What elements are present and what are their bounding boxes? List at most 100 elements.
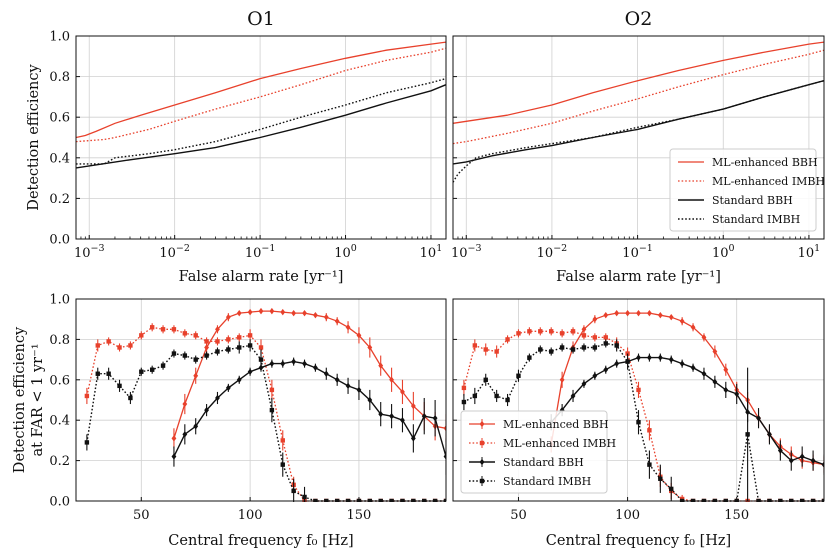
panel-top-left: 10−3 10−2 10−1 100 101 0.0 0.2 0.4 0.6 0.8 1.0 Fals… [26, 8, 447, 285]
data-point-square [128, 395, 133, 401]
data-point-diamond [193, 372, 199, 379]
data-point-square [538, 347, 543, 352]
data-point-square [345, 498, 351, 502]
panel-bottom-left: 50 100 150 0.0 0.2 0.4 0.6 0.8 1.0 Central freque… [12, 293, 447, 549]
data-point-diamond [269, 360, 275, 367]
data-point-diamond [204, 406, 209, 414]
data-point-square [139, 333, 144, 338]
series-line-standard-imbh [453, 80, 824, 183]
data-point-diamond [367, 344, 373, 351]
data-point-diamond [269, 307, 275, 315]
data-point-diamond [581, 380, 587, 388]
data-point-diamond [334, 318, 340, 325]
x-tick-label: 50 [133, 508, 150, 523]
data-point-square [182, 331, 188, 336]
data-point-diamond [247, 308, 253, 316]
x-tick-label: 100 [334, 243, 357, 261]
data-point-diamond [443, 425, 446, 432]
data-point-square [559, 345, 565, 350]
data-point-diamond [679, 318, 685, 325]
data-point-square [483, 347, 488, 352]
data-point-diamond [247, 368, 253, 375]
series-line-ml-enhanced-imbh [453, 49, 824, 145]
data-point-square [527, 355, 532, 360]
data-point-diamond [723, 366, 729, 373]
data-point-diamond [313, 311, 318, 319]
data-point-square [247, 333, 253, 338]
data-point-square [128, 343, 133, 348]
data-point-square [422, 498, 427, 502]
data-point-diamond [614, 360, 620, 367]
data-point-square [193, 333, 198, 338]
data-point-square [258, 357, 264, 362]
data-point-square [527, 329, 532, 334]
data-point-square [810, 498, 816, 502]
data-point-square [291, 488, 296, 494]
data-point-square [723, 498, 728, 502]
data-point-square [570, 329, 576, 334]
data-point-square [592, 345, 598, 350]
data-point-diamond [313, 364, 318, 371]
legend-marker [479, 458, 485, 466]
data-point-square [247, 343, 253, 348]
y-tick-label: 0.0 [49, 495, 70, 510]
data-point-square [549, 329, 554, 334]
y-tick-label: 0.2 [49, 192, 70, 207]
data-point-diamond [345, 324, 351, 331]
legend-marker [479, 440, 485, 446]
data-point-square [443, 498, 446, 502]
axes-frame [75, 35, 447, 240]
legend-marker [479, 420, 485, 428]
data-point-diamond [767, 431, 772, 438]
series-group [84, 307, 446, 502]
data-point-square [592, 335, 598, 340]
data-point-square [636, 420, 641, 425]
data-point-square [258, 345, 264, 350]
data-point-diamond [421, 412, 427, 420]
data-point-square [302, 494, 307, 500]
data-point-square [549, 349, 554, 354]
data-point-diamond [225, 384, 231, 392]
data-point-square [324, 498, 329, 502]
data-point-diamond [756, 414, 761, 422]
data-point-square [538, 329, 543, 334]
data-point-square [269, 387, 275, 393]
data-point-square [378, 498, 383, 502]
series-line-ml-enhanced-bbh [173, 310, 446, 439]
data-point-square [789, 498, 794, 502]
data-point-diamond [356, 332, 362, 339]
data-point-square [171, 327, 177, 332]
legend-label: Standard IMBH [712, 213, 800, 226]
data-point-diamond [302, 360, 307, 367]
y-tick-label: 0.6 [49, 373, 70, 388]
data-point-square [625, 359, 630, 364]
data-point-square [658, 476, 663, 481]
data-point-diamond [603, 366, 609, 373]
data-point-diamond [302, 309, 307, 317]
data-point-square [411, 498, 416, 502]
series-line-standard-imbh [463, 342, 824, 502]
x-tick-label: 100 [712, 243, 735, 261]
data-point-square [117, 383, 122, 389]
data-point-diamond [193, 423, 199, 430]
y-tick-label: 1.0 [49, 293, 70, 308]
data-point-diamond [592, 372, 598, 379]
data-point-square [472, 393, 478, 399]
x-tick-label: 150 [347, 508, 372, 523]
y-tick-label: 0.4 [49, 151, 70, 166]
legend-box [460, 410, 608, 494]
series-line-standard-bbh [550, 356, 824, 466]
data-point-diamond [389, 376, 394, 383]
data-point-diamond [788, 457, 794, 464]
data-point-square [690, 498, 696, 502]
data-point-square [701, 498, 707, 502]
y-tick-label: 0.2 [49, 454, 70, 469]
x-tick-label: 50 [510, 508, 527, 523]
data-point-diamond [225, 313, 231, 321]
legend-marker [479, 478, 485, 484]
x-tick-label: 10−2 [159, 243, 190, 261]
data-point-diamond [690, 324, 696, 331]
data-point-diamond [236, 309, 242, 317]
data-point-square [182, 353, 188, 358]
